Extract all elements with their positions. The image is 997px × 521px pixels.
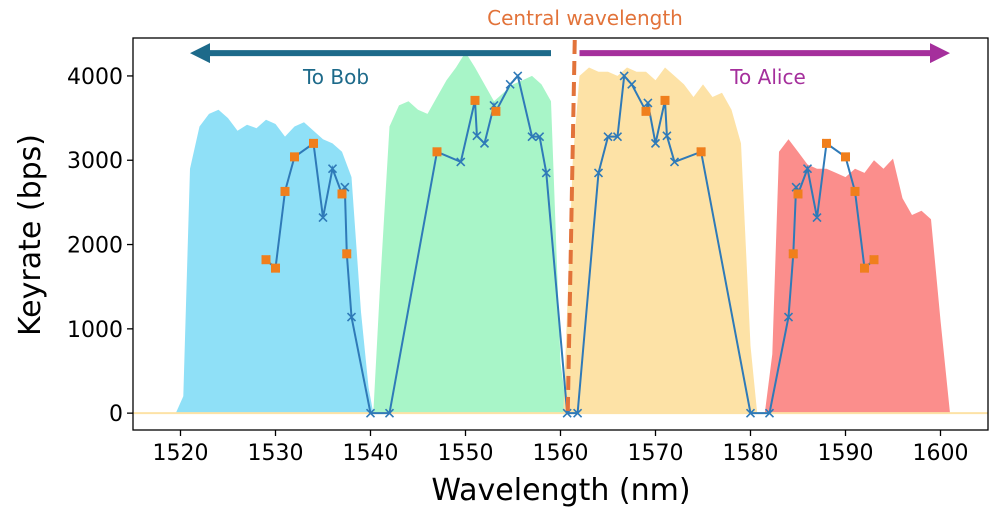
keyrate-point-37	[662, 131, 672, 141]
selected-marker-20	[869, 255, 879, 265]
keyrate-line	[265, 73, 875, 415]
selected-marker-16	[822, 138, 831, 148]
selected-marker-12	[660, 95, 670, 105]
band-area-2	[373, 52, 568, 414]
selected-marker-13	[696, 147, 706, 157]
band-area-1	[133, 109, 374, 414]
keyrate-point-34	[643, 98, 653, 108]
keyrate-point-21	[505, 79, 515, 89]
x-tick-label-1600: 1600	[913, 441, 969, 466]
keyrate-point-26	[562, 408, 572, 418]
keyrate-point-18	[479, 138, 490, 148]
keyrate-point-15	[456, 157, 466, 167]
y-tick-label-3000: 3000	[67, 149, 123, 174]
central-wavelength-label: Central wavelength	[487, 6, 683, 30]
keyrate-point-27	[573, 408, 583, 418]
direction-arrows	[190, 43, 950, 64]
keyrate-point-30	[612, 132, 623, 142]
to-bob-label: To Bob	[302, 65, 369, 89]
selected-marker-10	[491, 106, 501, 116]
y-tick-label-4000: 4000	[67, 65, 123, 90]
selected-marker-7	[342, 249, 352, 259]
selected-marker-14	[788, 249, 798, 259]
band-areas	[133, 52, 950, 414]
keyrate-point-23	[527, 132, 537, 142]
to-alice-label: To Alice	[729, 65, 806, 89]
to-bob-arrow-head	[190, 43, 210, 64]
keyrate-point-12	[365, 408, 376, 418]
keyrate-point-28	[593, 168, 604, 178]
x-tick-label-1550: 1550	[438, 441, 494, 466]
y-tick-label-2000: 2000	[67, 234, 123, 259]
keyrate-point-7	[327, 164, 338, 174]
keyrate-point-17	[472, 131, 482, 141]
keyrate-point-32	[627, 79, 637, 89]
keyrate-point-25	[541, 168, 551, 178]
keyrate-point-42	[783, 312, 794, 322]
x-tick-label-1560: 1560	[533, 441, 589, 466]
keyrate-point-29	[603, 132, 613, 142]
x-tick-label-1520: 1520	[153, 441, 209, 466]
selected-marker-1	[261, 255, 271, 265]
x-tick-label-1530: 1530	[248, 441, 304, 466]
keyrate-point-13	[384, 408, 395, 418]
keyrate-point-41	[764, 408, 775, 418]
axes: 1520 1530 1540 1550 1560 1570 1580 1590 1600 0 100…	[67, 37, 989, 466]
selected-marker-3	[280, 186, 290, 196]
to-alice-arrow-head	[930, 43, 950, 64]
keyrate-point-24	[535, 132, 545, 142]
selected-marker-11	[641, 106, 651, 116]
selected-marker-5	[309, 138, 318, 148]
selected-marker-9	[470, 95, 480, 105]
selected-marker-18	[850, 186, 860, 196]
keyrate-point-47	[812, 212, 822, 223]
x-tick-label-1590: 1590	[818, 441, 874, 466]
x-tick-label-1540: 1540	[343, 441, 399, 466]
keyrate-point-31	[619, 71, 629, 81]
keyrate-point-40	[745, 408, 756, 418]
y-axis-title: Keyrate (bps)	[13, 134, 48, 336]
keyrate-point-38	[669, 157, 680, 167]
selected-marker-2	[271, 263, 280, 273]
selected-marker-17	[841, 152, 850, 162]
band-area-4	[764, 139, 950, 414]
keyrate-point-11	[346, 312, 357, 322]
keyrate-series	[261, 71, 879, 418]
selected-marker-6	[337, 189, 347, 199]
keyrate-point-22	[513, 71, 523, 81]
x-tick-label-1570: 1570	[628, 441, 684, 466]
selected-marker-8	[432, 147, 442, 157]
selected-marker-19	[860, 263, 869, 273]
keyrate-point-6	[318, 212, 328, 223]
keyrate-point-46	[802, 164, 813, 174]
x-tick-label-1580: 1580	[723, 441, 779, 466]
selected-marker-4	[290, 152, 299, 162]
x-axis-title: Wavelength (nm)	[431, 473, 690, 508]
selected-marker-15	[793, 189, 803, 199]
y-tick-label-0: 0	[109, 402, 123, 427]
band-area-3	[563, 67, 758, 414]
y-tick-label-1000: 1000	[67, 318, 123, 343]
keyrate-point-35	[650, 138, 661, 148]
